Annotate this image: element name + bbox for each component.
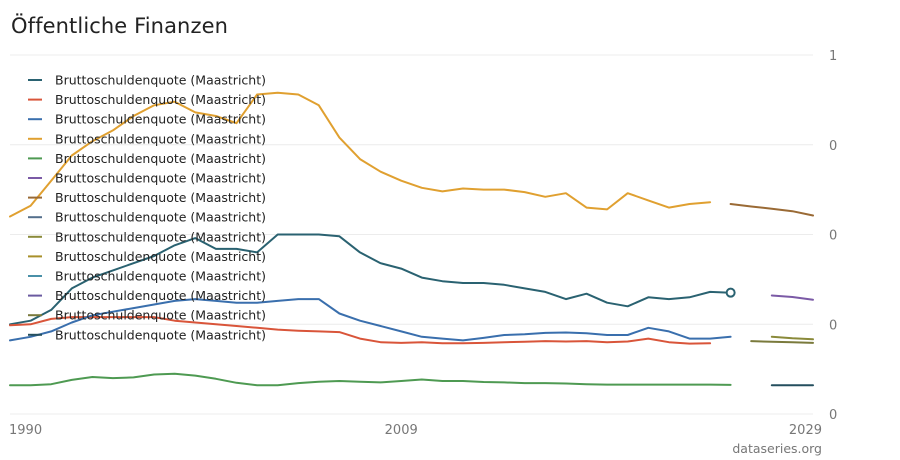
y-tick-label: 1 [829, 49, 837, 64]
series-line-4 [9, 91, 712, 218]
legend-label: Bruttoschuldenquote (Maastricht) [55, 171, 266, 186]
series-line-13 [750, 340, 814, 344]
y-tick-label: 0 [829, 139, 837, 154]
legend-label: Bruttoschuldenquote (Maastricht) [55, 190, 266, 205]
series-line-5 [9, 372, 732, 387]
legend-item[interactable]: Bruttoschuldenquote (Maastricht) [28, 269, 266, 284]
legend-item[interactable]: Bruttoschuldenquote (Maastricht) [28, 249, 266, 264]
legend-item[interactable]: Bruttoschuldenquote (Maastricht) [28, 308, 266, 323]
x-tick-label: 1990 [9, 423, 42, 438]
gridlines [10, 54, 813, 415]
legend-label: Bruttoschuldenquote (Maastricht) [55, 131, 266, 146]
legend: Bruttoschuldenquote (Maastricht) Bruttosc… [28, 73, 266, 342]
legend-label: Bruttoschuldenquote (Maastricht) [55, 92, 266, 107]
legend-item[interactable]: Bruttoschuldenquote (Maastricht) [28, 210, 266, 225]
legend-item[interactable]: Bruttoschuldenquote (Maastricht) [28, 171, 266, 186]
legend-label: Bruttoschuldenquote (Maastricht) [55, 288, 266, 303]
series-line-6 [770, 294, 814, 301]
y-tick-label: 0 [829, 408, 837, 423]
series-line-7 [729, 203, 814, 217]
series-line-3 [9, 298, 732, 342]
source-label: dataseries.org [732, 441, 822, 456]
y-tick-label: 0 [829, 229, 837, 244]
legend-label: Bruttoschuldenquote (Maastricht) [55, 151, 266, 166]
x-tick-label: 2029 [789, 423, 822, 438]
legend-label: Bruttoschuldenquote (Maastricht) [55, 249, 266, 264]
series-line-2 [9, 316, 712, 345]
legend-item[interactable]: Bruttoschuldenquote (Maastricht) [28, 190, 266, 205]
series-line-9 [770, 335, 814, 341]
legend-item[interactable]: Bruttoschuldenquote (Maastricht) [28, 131, 266, 146]
last-value-marker [725, 287, 736, 298]
y-tick-label: 0 [829, 318, 837, 333]
legend-item[interactable]: Bruttoschuldenquote (Maastricht) [28, 73, 266, 88]
axis-labels: 1 0 0 0 0 1990 2009 2029 [9, 49, 837, 438]
legend-item[interactable]: Bruttoschuldenquote (Maastricht) [28, 327, 266, 342]
legend-label: Bruttoschuldenquote (Maastricht) [55, 112, 266, 127]
legend-label: Bruttoschuldenquote (Maastricht) [55, 229, 266, 244]
series-lines [9, 91, 814, 387]
series-line-1 [9, 233, 732, 326]
legend-item[interactable]: Bruttoschuldenquote (Maastricht) [28, 288, 266, 303]
legend-label: Bruttoschuldenquote (Maastricht) [55, 308, 266, 323]
legend-label: Bruttoschuldenquote (Maastricht) [55, 269, 266, 284]
legend-item[interactable]: Bruttoschuldenquote (Maastricht) [28, 112, 266, 127]
legend-label: Bruttoschuldenquote (Maastricht) [55, 73, 266, 88]
legend-label: Bruttoschuldenquote (Maastricht) [55, 327, 266, 342]
chart-title: Öffentliche Finanzen [11, 14, 229, 38]
x-tick-label: 2009 [385, 423, 418, 438]
legend-item[interactable]: Bruttoschuldenquote (Maastricht) [28, 92, 266, 107]
legend-label: Bruttoschuldenquote (Maastricht) [55, 210, 266, 225]
legend-item[interactable]: Bruttoschuldenquote (Maastricht) [28, 151, 266, 166]
legend-item[interactable]: Bruttoschuldenquote (Maastricht) [28, 229, 266, 244]
